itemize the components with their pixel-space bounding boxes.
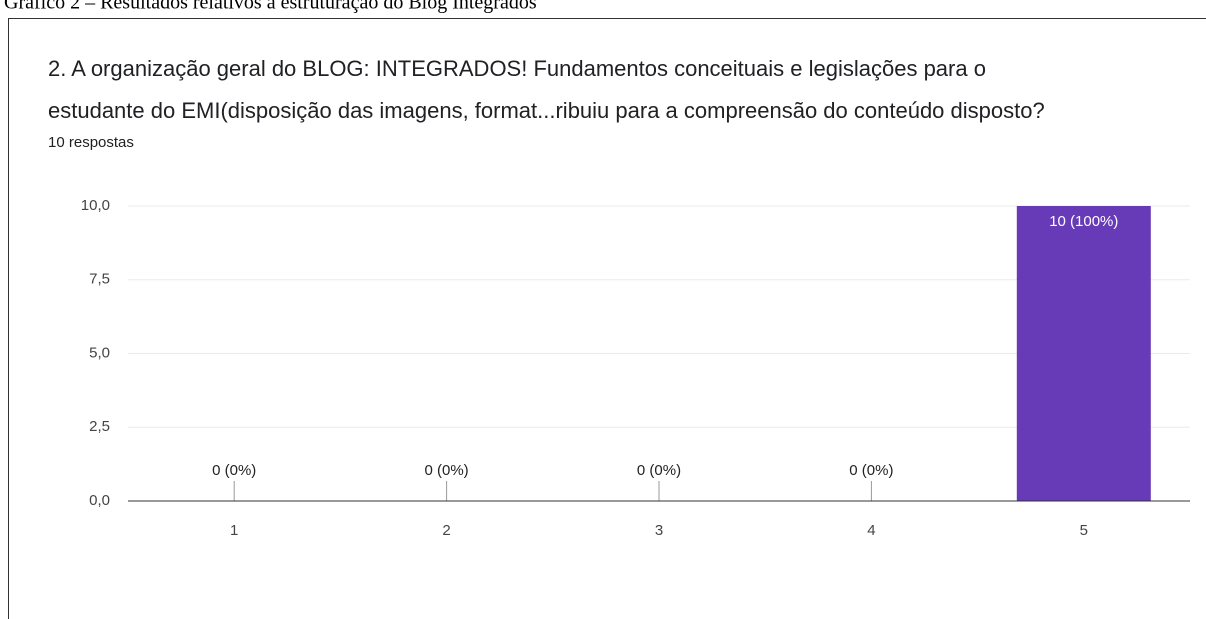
value-label: 0 (0%) [212, 462, 256, 479]
x-tick-label: 4 [867, 522, 875, 539]
card [8, 18, 1206, 619]
x-tick-label: 3 [655, 522, 663, 539]
x-tick-label: 1 [230, 522, 238, 539]
value-label: 0 (0%) [637, 462, 681, 479]
y-tick-label: 10,0 [81, 197, 110, 214]
subtitle: 10 respostas [48, 134, 134, 151]
bar [1016, 206, 1151, 501]
title-line: estudante do EMI(disposição das imagens,… [48, 98, 1045, 123]
x-tick-label: 2 [442, 522, 450, 539]
y-tick-label: 7,5 [89, 271, 110, 288]
caption: Gráfico 2 – Resultados relativos à estru… [4, 0, 537, 14]
value-label: 10 (100%) [1049, 213, 1118, 230]
title-line: 2. A organização geral do BLOG: INTEGRAD… [48, 56, 986, 81]
y-tick-label: 5,0 [89, 344, 110, 361]
value-label: 0 (0%) [849, 462, 893, 479]
y-tick-label: 0,0 [89, 492, 110, 509]
value-label: 0 (0%) [425, 462, 469, 479]
x-tick-label: 5 [1080, 522, 1088, 539]
y-tick-label: 2,5 [89, 418, 110, 435]
